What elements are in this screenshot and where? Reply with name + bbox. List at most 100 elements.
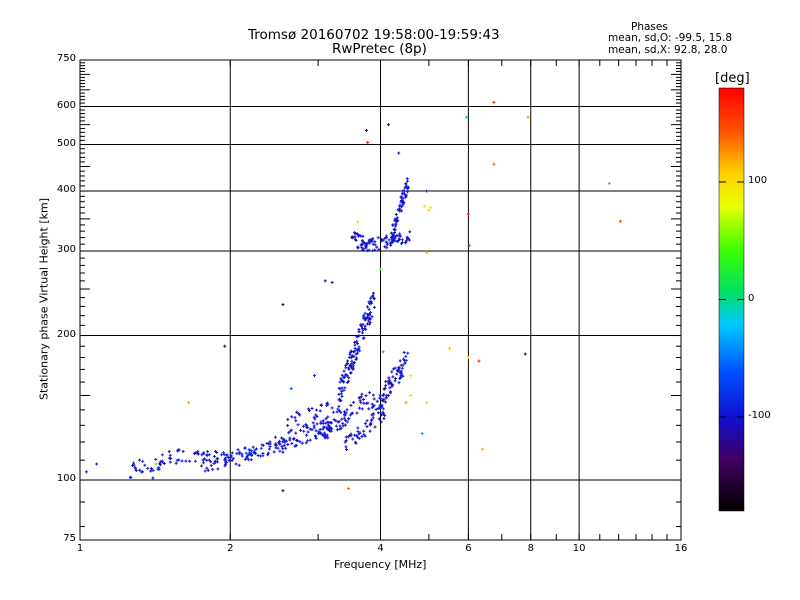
scatter-point [195,451,199,455]
y-tick-label: 75 [63,533,76,544]
scatter-point [397,237,401,241]
scatter-point [355,232,359,236]
scatter-point [302,424,306,428]
scatter-point [342,380,346,384]
scatter-point [370,315,374,319]
scatter-point [393,231,397,235]
scatter-point [339,410,343,414]
scatter-point [149,469,153,473]
scatter-point [365,419,369,423]
scatter-point [154,457,158,461]
scatter-point [373,240,377,244]
scatter-point [337,386,341,390]
scatter-point [342,416,346,420]
scatter-point [371,294,375,298]
scatter-point [286,442,290,446]
scatter-point [398,366,402,370]
scatter-point [342,410,346,414]
scatter-point [357,436,361,440]
scatter-point [306,439,310,443]
scatter-point [393,366,397,370]
scatter-point [404,181,408,185]
scatter-point [346,487,350,491]
scatter-point [370,402,374,406]
scatter-point [347,379,351,383]
scatter-point [368,429,372,433]
scatter-point [169,457,173,461]
scatter-point [209,463,213,467]
scatter-point [229,454,233,458]
scatter-point [394,222,398,226]
scatter-point [345,374,349,378]
scatter-point [406,190,410,194]
scatter-point [406,185,410,189]
scatter-point [325,403,329,407]
scatter-point [323,431,327,435]
scatter-point [384,380,388,384]
scatter-point [158,462,162,466]
scatter-point [336,420,340,424]
scatter-point [361,240,365,244]
scatter-point [363,311,367,315]
scatter-point [408,230,412,234]
scatter-point [382,412,386,416]
scatter-point [205,454,209,458]
scatter-point [348,363,352,367]
scatter-point [372,397,376,401]
scatter-point [324,421,328,425]
scatter-point [355,434,359,438]
scatter-point [298,440,302,444]
scatter-point [338,380,342,384]
scatter-point [350,412,354,416]
scatter-point [351,364,355,368]
scatter-point [251,445,255,449]
scatter-point [326,420,330,424]
scatter-point [351,400,355,404]
scatter-point [409,394,413,398]
scatter-point [288,429,292,433]
scatter-point [305,433,309,437]
scatter-point [338,409,342,413]
scatter-point [323,436,327,440]
scatter-point [355,339,359,343]
scatter-point [353,361,357,365]
scatter-point [364,327,368,331]
scatter-point [357,347,361,351]
scatter-point [338,427,342,431]
scatter-points [84,100,622,493]
scatter-point [300,441,304,445]
phase-heading: Phases [631,21,668,33]
scatter-point [284,439,288,443]
scatter-point [253,448,257,452]
scatter-point [361,248,365,252]
scatter-point [370,239,374,243]
scatter-point [321,427,325,431]
scatter-point [375,399,379,403]
scatter-point [378,417,382,421]
scatter-point [212,462,216,466]
scatter-point [373,425,377,429]
scatter-point [361,398,365,402]
scatter-point [358,396,362,400]
scatter-point [369,296,373,300]
scatter-point [335,428,339,432]
scatter-point [391,367,395,371]
scatter-point [231,457,235,461]
scatter-point [249,458,253,462]
scatter-point [312,374,316,378]
scatter-point [371,413,375,417]
scatter-point [206,450,210,454]
scatter-point [401,203,405,207]
scatter-point [382,398,386,402]
scatter-point [312,415,316,419]
scatter-point [480,447,484,451]
scatter-point [420,432,424,436]
scatter-point [340,373,344,377]
scatter-point [356,245,360,249]
scatter-point [282,443,286,447]
scatter-point [397,381,401,385]
scatter-point [295,410,299,414]
scatter-point [346,435,350,439]
scatter-point [168,460,172,464]
